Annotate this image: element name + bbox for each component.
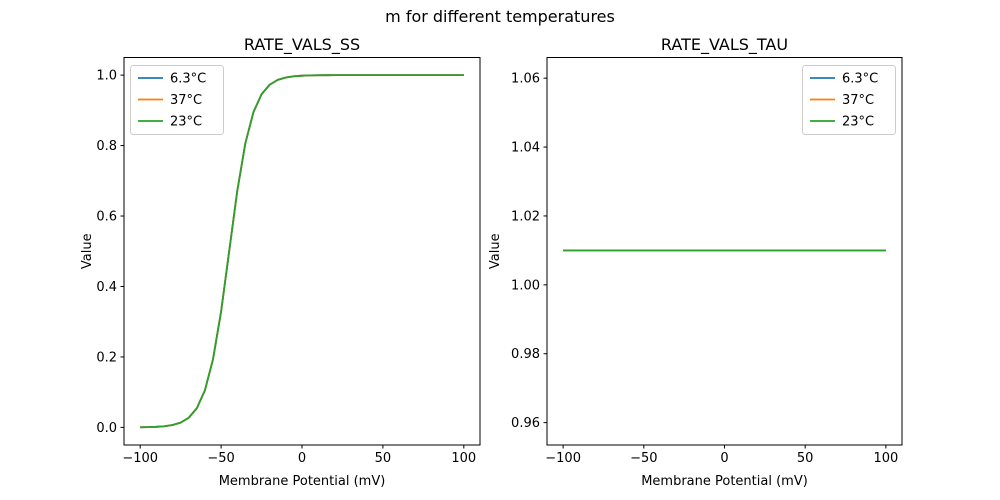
- ss-y-tick-label: 0.4: [96, 280, 117, 295]
- ss-y-tick-label: 0.0: [96, 421, 117, 436]
- tau-y-tick-label: 1.00: [511, 278, 540, 293]
- tau-plot-title: RATE_VALS_TAU: [661, 35, 788, 55]
- figure-suptitle: m for different temperatures: [385, 7, 615, 26]
- ss-y-tick-label: 0.2: [96, 350, 117, 365]
- ss-y-tick-label: 0.6: [96, 210, 117, 225]
- tau-y-tick-label: 1.06: [511, 72, 540, 87]
- ss-y-tick-label: 0.8: [96, 139, 117, 154]
- tau-y-tick-label: 0.96: [511, 416, 540, 431]
- ss-x-tick-label: −50: [207, 451, 234, 466]
- tau-y-axis-label: Value: [488, 233, 503, 269]
- tau-legend-label-1: 37°C: [842, 93, 874, 108]
- tau-y-tick-label: 1.04: [511, 141, 540, 156]
- tau-x-tick-label: −100: [545, 451, 581, 466]
- subplot-tau: −100 −50 0 50 100 0.96 0.98 1.00 1.02 1.04 1.06 Mem…: [488, 35, 903, 489]
- ss-legend-label-1: 37°C: [170, 93, 202, 108]
- ss-legend: 6.3°C 37°C 23°C: [130, 65, 224, 135]
- tau-x-tick-label: −50: [630, 451, 657, 466]
- ss-y-axis-label: Value: [80, 233, 95, 269]
- ss-x-axis-label: Membrane Potential (mV): [219, 474, 386, 489]
- tau-y-tick-label: 1.02: [511, 209, 540, 224]
- ss-series-line-2: [140, 74, 464, 429]
- ss-plot-title: RATE_VALS_SS: [244, 35, 360, 55]
- tau-y-tick-label: 0.98: [511, 347, 540, 362]
- tau-x-tick-label: 50: [797, 451, 814, 466]
- ss-x-tick-label: 0: [298, 451, 306, 466]
- tau-x-tick-label: 100: [873, 451, 898, 466]
- ss-x-tick-label: 50: [375, 451, 392, 466]
- tau-legend-label-0: 6.3°C: [842, 72, 878, 87]
- ss-x-tick-label: −100: [122, 451, 158, 466]
- ss-legend-box: [130, 65, 224, 135]
- tau-x-axis-label: Membrane Potential (mV): [641, 474, 808, 489]
- tau-legend-box: [802, 65, 896, 135]
- ss-y-tick-label: 1.0: [96, 69, 117, 84]
- ss-x-tick-label: 100: [451, 451, 476, 466]
- tau-legend-label-2: 23°C: [842, 115, 874, 130]
- ss-legend-label-0: 6.3°C: [170, 72, 206, 87]
- subplot-ss: −100 −50 0 50 100 0.0 0.2 0.4 0.6 0.8 1.0 Membrane …: [80, 35, 481, 489]
- ss-legend-label-2: 23°C: [170, 115, 202, 130]
- tau-x-tick-label: 0: [720, 451, 728, 466]
- tau-legend: 6.3°C 37°C 23°C: [802, 65, 896, 135]
